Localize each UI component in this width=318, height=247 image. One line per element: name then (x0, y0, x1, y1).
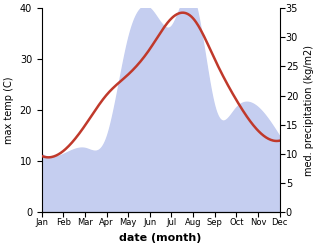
Y-axis label: med. precipitation (kg/m2): med. precipitation (kg/m2) (304, 45, 314, 176)
Y-axis label: max temp (C): max temp (C) (4, 76, 14, 144)
X-axis label: date (month): date (month) (120, 233, 202, 243)
